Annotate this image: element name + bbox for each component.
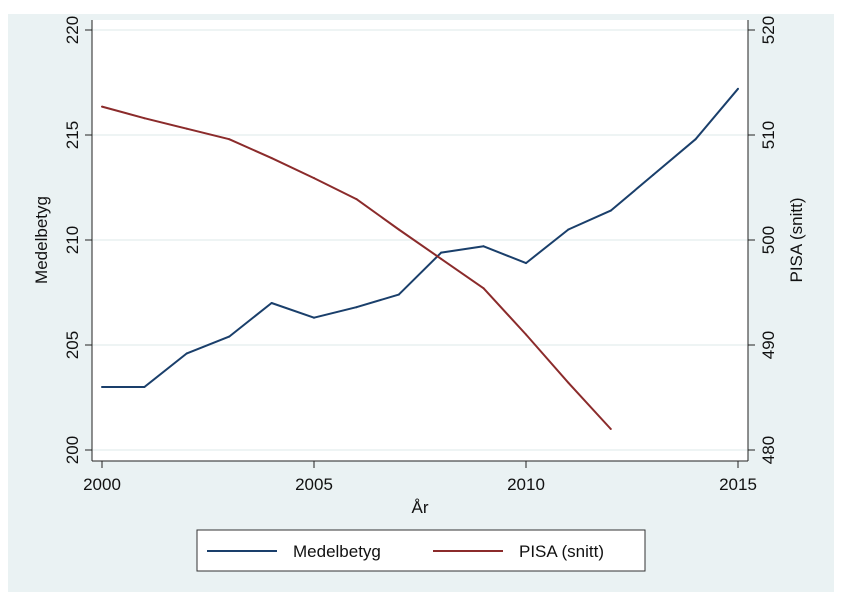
series-1-point-1 <box>143 117 146 120</box>
series-0-point-10 <box>525 262 527 265</box>
series-0-point-1 <box>143 386 146 388</box>
y-left-tick-label-2: 210 <box>63 226 82 254</box>
grid-lines <box>92 29 748 451</box>
series-0-point-14 <box>694 138 697 141</box>
y-left-tick-label-1: 205 <box>63 331 82 359</box>
y-axis-right-label: PISA (snitt) <box>787 197 806 282</box>
x-tick-label-3: 2015 <box>719 475 757 494</box>
series-0-point-13 <box>652 173 655 176</box>
series-0-point-8 <box>440 251 443 254</box>
series-1-point-7 <box>397 228 400 231</box>
series-0-point-15 <box>737 87 739 90</box>
series-1-point-8 <box>440 257 443 260</box>
y-right-tick-label-3: 510 <box>759 121 778 149</box>
series-1-point-3 <box>228 138 231 141</box>
y-right-tick-label-4: 520 <box>759 16 778 44</box>
x-tick-label-2: 2010 <box>507 475 545 494</box>
series-layer <box>101 87 739 430</box>
legend: Medelbetyg PISA (snitt) <box>196 529 646 572</box>
series-0-point-6 <box>355 306 358 309</box>
series-1-point-0 <box>101 105 103 108</box>
series-0-point-12 <box>609 209 612 212</box>
series-0-point-0 <box>101 386 103 388</box>
series-1-point-12 <box>609 428 612 430</box>
series-1-point-6 <box>355 198 358 201</box>
series-line-0 <box>102 88 739 388</box>
series-0-point-4 <box>270 302 273 304</box>
series-1-point-2 <box>185 127 188 130</box>
series-0-point-7 <box>397 293 400 296</box>
series-0-point-5 <box>313 316 315 319</box>
axes: 2000 2005 2010 2015 200 205 210 215 220 480 490 500… <box>63 16 778 494</box>
series-1-point-5 <box>313 177 315 180</box>
y-right-tick-label-1: 490 <box>759 331 778 359</box>
x-axis-label: År <box>412 498 429 517</box>
series-1-point-10 <box>525 333 527 336</box>
series-0-point-9 <box>482 245 485 248</box>
series-0-point-3 <box>228 335 231 338</box>
y-left-tick-label-0: 200 <box>63 436 82 464</box>
series-1-point-4 <box>270 157 273 160</box>
y-right-tick-label-2: 500 <box>759 226 778 254</box>
legend-label-pisa: PISA (snitt) <box>519 542 604 561</box>
y-left-tick-label-3: 215 <box>63 121 82 149</box>
x-tick-label-0: 2000 <box>83 475 121 494</box>
y-right-tick-label-0: 480 <box>759 436 778 464</box>
series-1-point-11 <box>567 381 570 384</box>
series-0-point-2 <box>185 352 188 355</box>
series-1-point-9 <box>482 287 485 290</box>
series-0-point-11 <box>567 228 570 231</box>
y-left-tick-label-4: 220 <box>63 16 82 44</box>
y-axis-left-label: Medelbetyg <box>32 196 51 284</box>
legend-label-medelbetyg: Medelbetyg <box>293 542 381 561</box>
x-tick-label-1: 2005 <box>295 475 333 494</box>
